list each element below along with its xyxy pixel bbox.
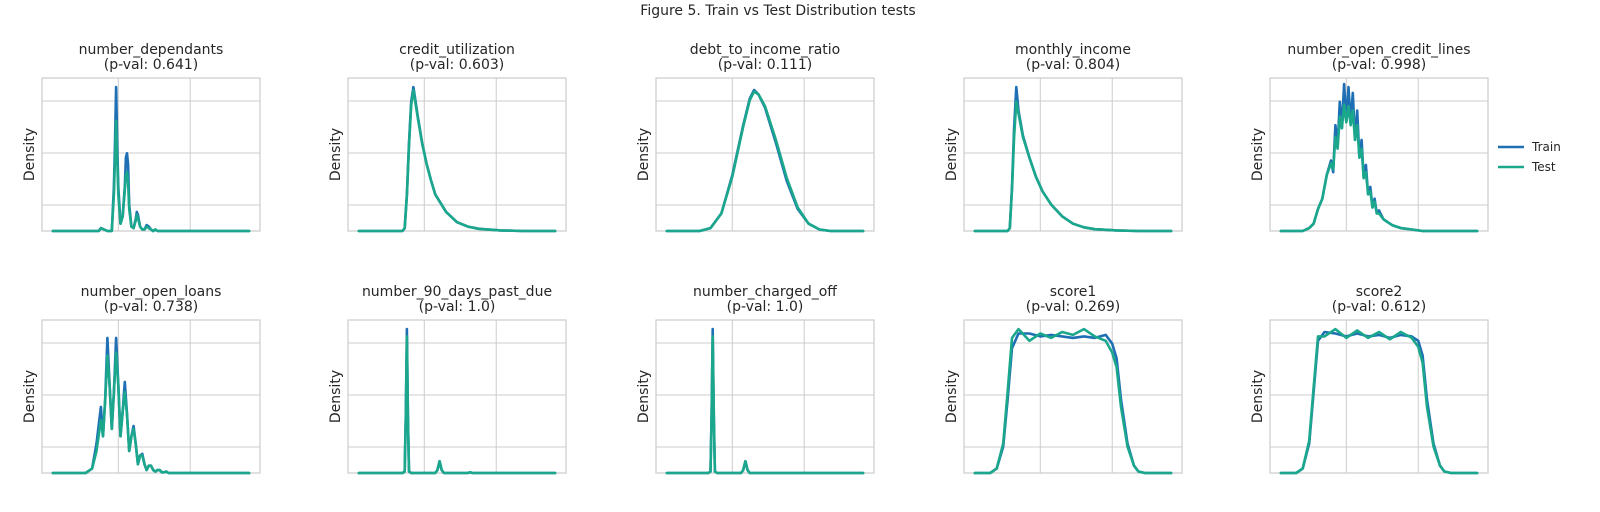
y-axis-label: Density <box>636 128 652 181</box>
y-axis-label: Density <box>1250 128 1266 181</box>
y-axis-label: Density <box>22 370 38 423</box>
panel-title: number_open_loans <box>81 284 222 300</box>
series-line-test <box>357 88 557 233</box>
plot-frame <box>41 319 261 474</box>
chart-panel-credit-utilization: credit_utilization(p-val: 0.603) Density <box>328 42 567 233</box>
y-axis-label: Density <box>328 128 344 181</box>
chart-panel-number-charged-off: number_charged_off(p-val: 1.0) Density <box>636 284 875 475</box>
chart-panel-number-open-loans: number_open_loans(p-val: 0.738) Density <box>22 284 261 475</box>
panel-pval: (p-val: 0.603) <box>410 57 505 73</box>
figure-title: Figure 5. Train vs Test Distribution tes… <box>640 3 915 19</box>
legend-label-train: Train <box>1531 140 1561 154</box>
plot-frame <box>41 77 261 232</box>
y-axis-label: Density <box>636 370 652 423</box>
panel-pval: (p-val: 1.0) <box>727 299 804 315</box>
series-line-test <box>973 327 1173 475</box>
series-line-test <box>665 90 865 233</box>
panel-pval: (p-val: 0.269) <box>1026 299 1121 315</box>
panel-pval: (p-val: 0.998) <box>1332 57 1427 73</box>
series-line-test <box>1279 327 1479 475</box>
plot-frame <box>347 319 567 474</box>
series-line-test <box>51 351 251 475</box>
plot-frame <box>655 77 875 232</box>
panel-title: debt_to_income_ratio <box>690 42 841 58</box>
chart-panel-monthly-income: monthly_income(p-val: 0.804) Density <box>944 42 1183 233</box>
legend: Train Test <box>1498 140 1561 174</box>
chart-panel-score2: score2(p-val: 0.612) Density <box>1250 284 1489 475</box>
panel-pval: (p-val: 0.804) <box>1026 57 1121 73</box>
series-line-test <box>357 335 557 475</box>
y-axis-label: Density <box>22 128 38 181</box>
panel-title: credit_utilization <box>399 42 515 58</box>
series-line-test <box>1279 103 1479 233</box>
chart-panel-number-dependants: number_dependants(p-val: 0.641) Density <box>22 42 261 233</box>
chart-panels: number_dependants(p-val: 0.641)Densitycr… <box>22 42 1489 475</box>
panel-pval: (p-val: 1.0) <box>419 299 496 315</box>
panel-title: monthly_income <box>1015 42 1131 58</box>
panel-title: number_dependants <box>79 42 224 58</box>
panel-title: number_charged_off <box>693 284 837 300</box>
panel-pval: (p-val: 0.612) <box>1332 299 1427 315</box>
panel-title: number_90_days_past_due <box>362 284 552 300</box>
y-axis-label: Density <box>1250 370 1266 423</box>
panel-title: score2 <box>1356 284 1403 300</box>
series-line-test <box>973 100 1173 233</box>
chart-panel-debt-to-income-ratio: debt_to_income_ratio(p-val: 0.111) Densit… <box>636 42 875 233</box>
plot-frame <box>347 77 567 232</box>
panel-pval: (p-val: 0.641) <box>104 57 199 73</box>
y-axis-label: Density <box>944 370 960 423</box>
chart-panel-number-open-credit-lines: number_open_credit_lines(p-val: 0.998) De… <box>1250 42 1489 233</box>
plot-frame <box>655 319 875 474</box>
series-line-test <box>51 119 251 233</box>
legend-label-test: Test <box>1531 160 1556 174</box>
y-axis-label: Density <box>328 370 344 423</box>
plot-frame <box>963 77 1183 232</box>
panel-title: number_open_credit_lines <box>1287 42 1470 58</box>
chart-panel-score1: score1(p-val: 0.269) Density <box>944 284 1183 475</box>
y-axis-label: Density <box>944 128 960 181</box>
chart-panel-number-90-days-past-due: number_90_days_past_due(p-val: 1.0) Densi… <box>328 284 567 475</box>
plot-frame <box>963 319 1183 474</box>
series-line-test <box>665 335 865 475</box>
panel-title: score1 <box>1050 284 1097 300</box>
plot-frame <box>1269 77 1489 232</box>
panel-pval: (p-val: 0.111) <box>718 57 813 73</box>
panel-pval: (p-val: 0.738) <box>104 299 199 315</box>
